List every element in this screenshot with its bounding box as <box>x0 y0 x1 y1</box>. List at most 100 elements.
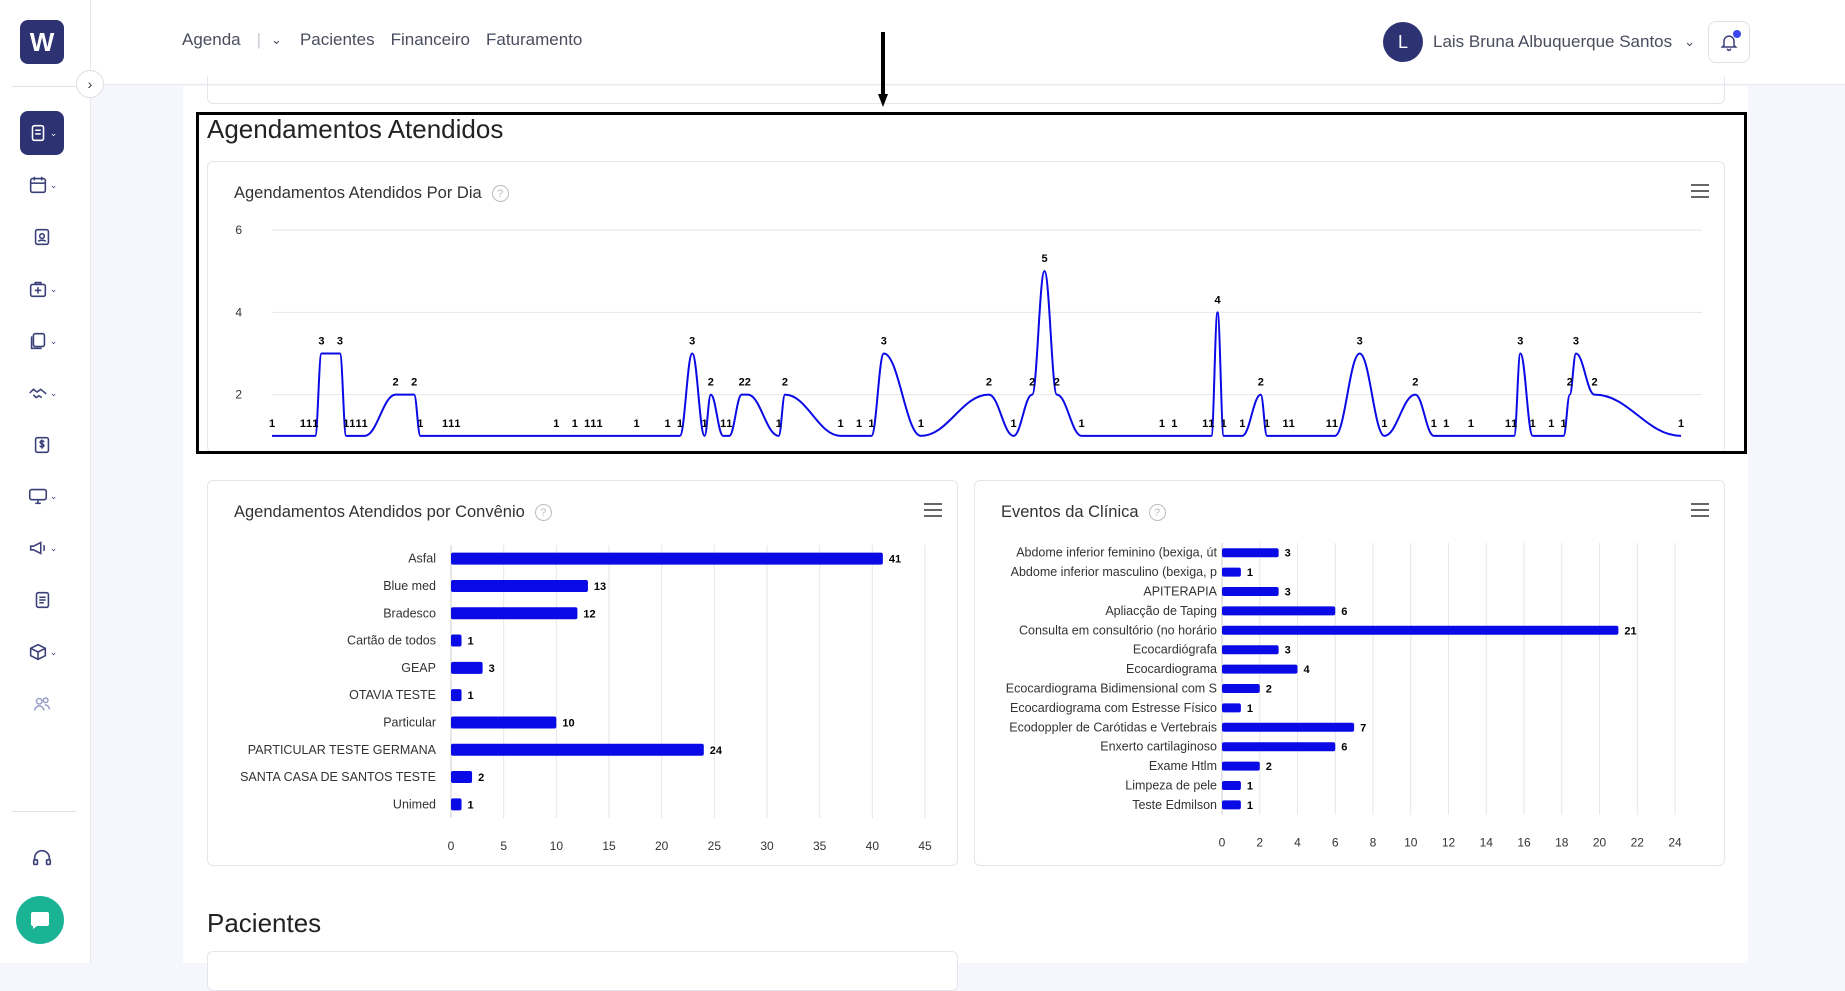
sidebar-item-report[interactable] <box>20 578 64 622</box>
user-menu[interactable]: L Lais Bruna Albuquerque Santos ⌄ <box>1383 22 1695 62</box>
sidebar-divider <box>12 86 76 87</box>
medical-kit-icon <box>29 281 46 298</box>
data-label: 1 <box>720 418 726 430</box>
chat-button[interactable] <box>16 896 64 944</box>
category-label: GEAP <box>401 661 436 675</box>
nav-separator: | <box>256 30 262 49</box>
bar <box>451 579 588 592</box>
data-label: 3 <box>1285 587 1291 599</box>
sidebar-item-calendar[interactable]: ⌄ <box>20 163 64 207</box>
nav-agenda[interactable]: Agenda <box>182 30 241 49</box>
category-label: APITERAPIA <box>1143 585 1217 599</box>
data-label: 2 <box>1266 684 1272 696</box>
bar <box>1222 684 1260 693</box>
menu-icon[interactable] <box>1691 503 1709 517</box>
bar <box>1222 761 1260 771</box>
data-label: 1 <box>1208 418 1214 430</box>
category-label: Enxerto cartilaginoso <box>1100 740 1217 754</box>
x-tick-label: 22 <box>1631 836 1645 850</box>
bar <box>1222 800 1241 810</box>
section-title-agendamentos: Agendamentos Atendidos <box>207 114 504 144</box>
menu-icon[interactable] <box>1691 184 1709 198</box>
sidebar: W ⌄ ⌄ ⌄ ⌄ ⌄ ⌄ ⌄ ⌄ <box>0 0 91 963</box>
category-label: Ecodoppler de Carótidas e Vertebrais <box>1009 720 1217 734</box>
x-tick-label: 18 <box>1555 836 1569 850</box>
bell-icon <box>1720 35 1738 52</box>
data-label: 1 <box>664 418 670 430</box>
chevron-down-icon[interactable]: ⌄ <box>271 32 282 47</box>
data-label: 1 <box>417 418 423 430</box>
category-label: Ecocardiógrafa <box>1133 643 1217 657</box>
category-label: OTAVIA TESTE <box>349 688 436 702</box>
sidebar-item-contact[interactable] <box>20 215 64 259</box>
data-label: 2 <box>986 377 992 389</box>
notifications-button[interactable] <box>1708 21 1750 63</box>
data-label: 2 <box>1029 377 1035 389</box>
x-tick-label: 12 <box>1442 836 1456 850</box>
sidebar-collapse-button[interactable]: › <box>76 70 104 98</box>
data-label: 1 <box>596 418 602 430</box>
headset-support-icon[interactable] <box>20 836 64 880</box>
sidebar-item-handshake[interactable]: ⌄ <box>20 371 64 415</box>
data-label: 12 <box>583 608 595 620</box>
bar <box>451 716 557 729</box>
x-tick-label: 35 <box>813 839 827 853</box>
data-label: 13 <box>594 581 606 593</box>
data-label: 6 <box>1341 742 1347 754</box>
data-label: 1 <box>572 418 578 430</box>
line-chart-card: Agendamentos Atendidos Por Dia? 024613 d… <box>207 161 1725 453</box>
data-label: 5 <box>1041 253 1047 265</box>
sidebar-item-monitor[interactable]: ⌄ <box>20 474 64 518</box>
sidebar-item-box[interactable]: ⌄ <box>20 630 64 674</box>
data-label: 3 <box>1573 336 1579 348</box>
nav-financeiro[interactable]: Financeiro <box>390 30 470 49</box>
bar <box>1222 625 1619 635</box>
app-logo[interactable]: W <box>20 20 64 64</box>
data-label: 3 <box>1285 548 1291 560</box>
sidebar-item-users[interactable] <box>20 682 64 726</box>
data-label: 1 <box>590 418 596 430</box>
x-tick-label: 20 <box>1593 836 1607 850</box>
arrow-down-icon <box>878 32 888 107</box>
bar <box>1222 587 1279 596</box>
data-label: 2 <box>782 377 788 389</box>
data-label: 2 <box>1258 377 1264 389</box>
bar <box>1222 664 1298 674</box>
data-label: 2 <box>1054 377 1060 389</box>
bar <box>451 798 462 811</box>
category-label: Consulta em consultório (no horário <box>1019 623 1217 637</box>
data-label: 1 <box>312 418 318 430</box>
nav-pacientes[interactable]: Pacientes <box>299 30 375 49</box>
data-label: 1 <box>1511 418 1517 430</box>
sidebar-item-files[interactable]: ⌄ <box>20 319 64 363</box>
nav-faturamento[interactable]: Faturamento <box>486 30 583 49</box>
sidebar-item-medical-kit[interactable]: ⌄ <box>20 267 64 311</box>
data-label: 1 <box>1443 418 1449 430</box>
dollar-icon <box>34 436 50 454</box>
avatar: L <box>1383 22 1423 62</box>
line-chart: 024613 de jan.27 de jan.10 de fev.24 de … <box>235 223 1702 437</box>
data-label: 1 <box>300 418 306 430</box>
x-tick-label: 10 <box>1404 836 1418 850</box>
section-title-pacientes: Pacientes <box>207 908 322 938</box>
data-label: 3 <box>881 336 887 348</box>
data-label: 1 <box>468 636 474 648</box>
help-icon[interactable]: ? <box>491 185 509 202</box>
x-tick-label: 24 <box>1668 836 1682 850</box>
x-tick-label: 0 <box>1219 836 1226 850</box>
menu-icon[interactable] <box>924 503 942 517</box>
x-tick-label: 6 <box>1332 836 1339 850</box>
help-icon[interactable]: ? <box>1148 504 1166 521</box>
data-label: 1 <box>468 799 474 811</box>
user-name: Lais Bruna Albuquerque Santos <box>1433 32 1673 51</box>
pacientes-card <box>207 951 958 991</box>
sidebar-item-megaphone[interactable]: ⌄ <box>20 526 64 570</box>
data-label: 1 <box>776 418 782 430</box>
help-icon[interactable]: ? <box>534 504 552 521</box>
sidebar-item-document[interactable]: ⌄ <box>20 111 64 155</box>
category-label: PARTICULAR TESTE GERMANA <box>248 743 437 757</box>
data-label: 2 <box>1266 761 1272 773</box>
sidebar-item-dollar[interactable] <box>20 423 64 467</box>
